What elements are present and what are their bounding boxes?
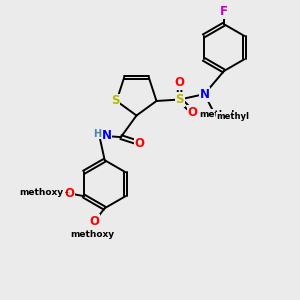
Text: F: F xyxy=(220,5,228,18)
Text: methoxy: methoxy xyxy=(70,230,115,239)
Text: S: S xyxy=(176,93,184,106)
Text: O: O xyxy=(89,215,99,228)
Text: methyl: methyl xyxy=(214,111,219,112)
Text: S: S xyxy=(111,94,119,107)
Text: H: H xyxy=(94,129,102,139)
Text: methyl: methyl xyxy=(217,112,250,121)
Text: N: N xyxy=(102,129,112,142)
Text: O: O xyxy=(64,187,74,200)
Text: O: O xyxy=(134,136,145,150)
Text: methoxy: methoxy xyxy=(20,188,64,197)
Text: methoxy2: methoxy2 xyxy=(93,231,100,232)
Text: O: O xyxy=(188,106,197,118)
Text: methoxy: methoxy xyxy=(65,192,72,193)
Text: O: O xyxy=(174,76,184,88)
Text: methyl: methyl xyxy=(200,110,235,119)
Text: N: N xyxy=(200,88,209,100)
